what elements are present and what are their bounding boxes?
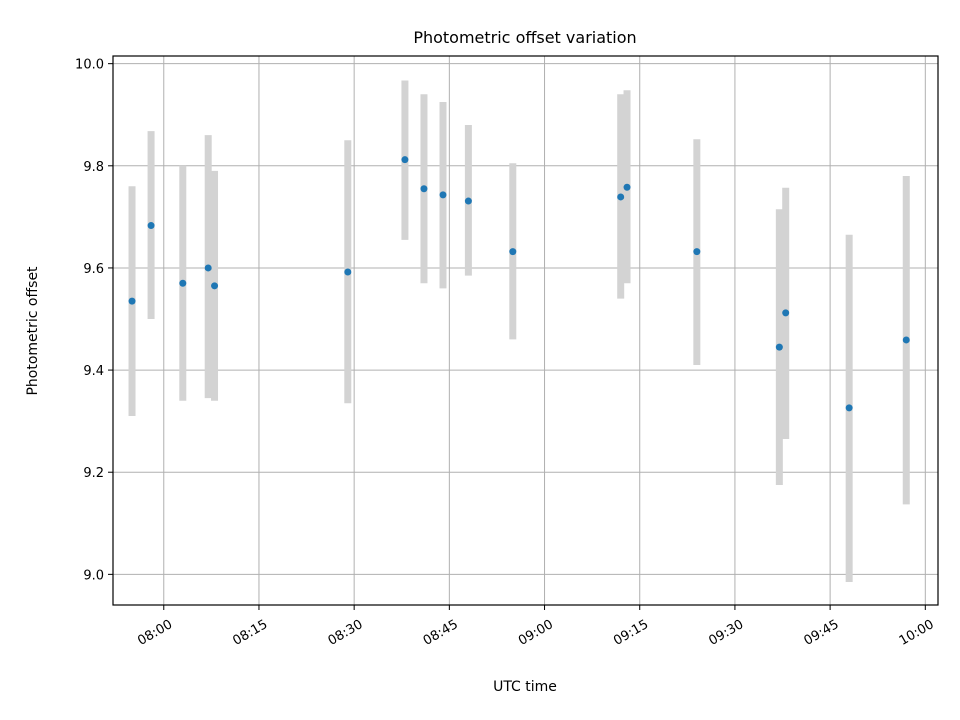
data-point (211, 282, 219, 290)
chart-title: Photometric offset variation (413, 28, 636, 47)
y-axis-label: Photometric offset (25, 266, 41, 396)
data-point (902, 336, 910, 344)
data-point (617, 193, 625, 201)
grid (113, 56, 938, 605)
y-tick-label: 9.8 (83, 160, 104, 175)
data-point (204, 264, 212, 272)
data-point (128, 297, 136, 305)
data-point (623, 183, 631, 191)
data-point (845, 404, 853, 412)
data-point (464, 197, 472, 205)
y-tick-label: 9.2 (83, 466, 104, 481)
plot-frame (112, 55, 939, 606)
data-point (509, 248, 517, 256)
data-point (693, 248, 701, 256)
data-point (179, 279, 187, 287)
data-point (147, 222, 155, 230)
data-point (439, 191, 447, 199)
y-tick-label: 9.6 (83, 262, 104, 277)
data-point (782, 309, 790, 317)
data-points (128, 156, 910, 412)
y-tick-label: 10.0 (75, 58, 104, 73)
y-axis-ticks: 9.0 9.2 9.4 9.6 9.8 10.0 (75, 58, 113, 583)
x-axis-label: UTC time (493, 679, 557, 695)
y-tick-label: 9.0 (83, 568, 104, 583)
data-point (401, 156, 409, 164)
data-point (775, 343, 783, 351)
y-tick-label: 9.4 (83, 364, 104, 379)
data-point (420, 185, 428, 193)
data-point (344, 268, 352, 276)
